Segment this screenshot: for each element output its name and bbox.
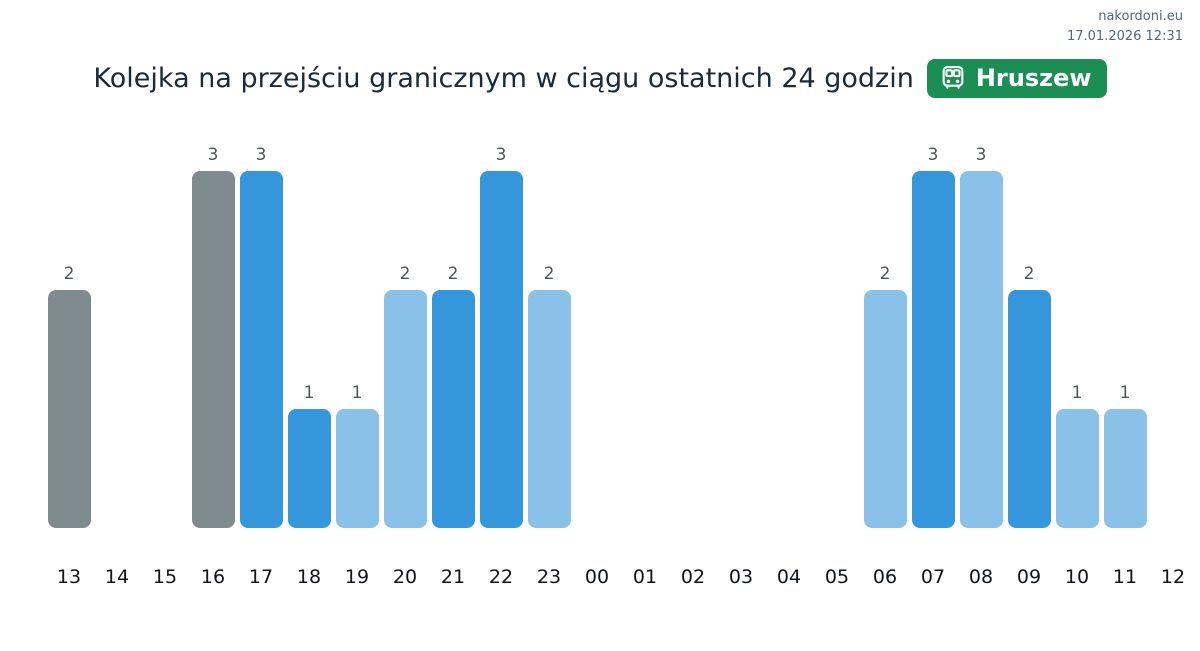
bar-value-label-08: 3 <box>975 145 987 165</box>
bar-column-15 <box>141 0 189 528</box>
bar-column-13: 2 <box>45 0 93 528</box>
axis-label-10: 10 <box>1064 566 1090 588</box>
bar-value-label-18: 1 <box>303 383 315 403</box>
axis-label-02: 02 <box>680 566 706 588</box>
axis-label-12: 12 <box>1160 566 1186 588</box>
bar-21 <box>431 290 475 528</box>
bar-column-10: 1 <box>1053 0 1101 528</box>
axis-label-08: 08 <box>968 566 994 588</box>
axis-label-18: 18 <box>296 566 322 588</box>
bar-19 <box>335 409 379 528</box>
title-row: Kolejka na przejściu granicznym w ciągu … <box>0 54 1200 102</box>
bar-23 <box>527 290 571 528</box>
bar-column-17: 3 <box>237 0 285 528</box>
site-name: nakordoni.eu <box>1098 9 1183 24</box>
bar-value-label-23: 2 <box>543 264 555 284</box>
bar-column-21: 2 <box>429 0 477 528</box>
bar-10 <box>1055 409 1099 528</box>
bar-chart: 2 3 3 1 1 2 2 3 2 2 3 3 2 1 1 <box>45 0 1197 528</box>
axis-label-06: 06 <box>872 566 898 588</box>
axis-label-20: 20 <box>392 566 418 588</box>
axis-label-17: 17 <box>248 566 274 588</box>
axis-label-14: 14 <box>104 566 130 588</box>
bar-column-01 <box>621 0 669 528</box>
bar-17 <box>239 171 283 528</box>
bar-value-label-20: 2 <box>399 264 411 284</box>
axis-label-03: 03 <box>728 566 754 588</box>
bar-column-18: 1 <box>285 0 333 528</box>
bar-column-11: 1 <box>1101 0 1149 528</box>
axis-label-11: 11 <box>1112 566 1138 588</box>
bar-value-label-09: 2 <box>1023 264 1035 284</box>
crossing-badge[interactable]: Hruszew <box>926 58 1107 98</box>
bar-value-label-11: 1 <box>1119 383 1131 403</box>
axis-label-19: 19 <box>344 566 370 588</box>
site-meta: nakordoni.eu 17.01.2026 12:31 <box>1067 7 1183 47</box>
axis-label-13: 13 <box>56 566 82 588</box>
bar-column-22: 3 <box>477 0 525 528</box>
axis-label-15: 15 <box>152 566 178 588</box>
bar-value-label-13: 2 <box>63 264 75 284</box>
bar-06 <box>863 290 907 528</box>
bar-column-23: 2 <box>525 0 573 528</box>
bus-icon <box>939 64 967 92</box>
bar-column-16: 3 <box>189 0 237 528</box>
bar-column-08: 3 <box>957 0 1005 528</box>
bar-value-label-17: 3 <box>255 145 267 165</box>
bar-07 <box>911 171 955 528</box>
bar-13 <box>47 290 91 528</box>
bar-column-09: 2 <box>1005 0 1053 528</box>
bar-value-label-16: 3 <box>207 145 219 165</box>
crossing-badge-label: Hruszew <box>975 63 1092 92</box>
axis-label-00: 00 <box>584 566 610 588</box>
bar-22 <box>479 171 523 528</box>
axis-label-09: 09 <box>1016 566 1042 588</box>
bar-column-20: 2 <box>381 0 429 528</box>
bar-column-00 <box>573 0 621 528</box>
bar-11 <box>1103 409 1147 528</box>
axis-label-23: 23 <box>536 566 562 588</box>
bar-value-label-07: 3 <box>927 145 939 165</box>
bar-16 <box>191 171 235 528</box>
axis-label-07: 07 <box>920 566 946 588</box>
axis-label-16: 16 <box>200 566 226 588</box>
axis-label-05: 05 <box>824 566 850 588</box>
axis-label-01: 01 <box>632 566 658 588</box>
bar-value-label-21: 2 <box>447 264 459 284</box>
bar-column-06: 2 <box>861 0 909 528</box>
bar-value-label-22: 3 <box>495 145 507 165</box>
bar-value-label-10: 1 <box>1071 383 1083 403</box>
bar-column-19: 1 <box>333 0 381 528</box>
bar-18 <box>287 409 331 528</box>
page-title: Kolejka na przejściu granicznym w ciągu … <box>93 62 914 94</box>
axis-label-22: 22 <box>488 566 514 588</box>
bar-09 <box>1007 290 1051 528</box>
bar-value-label-06: 2 <box>879 264 891 284</box>
bar-column-04 <box>765 0 813 528</box>
timestamp: 17.01.2026 12:31 <box>1066 29 1183 45</box>
bar-column-03 <box>717 0 765 528</box>
x-axis: 13 14 15 16 17 18 19 20 21 22 23 00 01 02 03 04 05 06 07 08… <box>45 566 1197 588</box>
bar-column-02 <box>669 0 717 528</box>
axis-label-04: 04 <box>776 566 802 588</box>
bar-column-05 <box>813 0 861 528</box>
bar-08 <box>959 171 1003 528</box>
bar-column-14 <box>93 0 141 528</box>
bar-column-12 <box>1149 0 1197 528</box>
bar-column-07: 3 <box>909 0 957 528</box>
axis-label-21: 21 <box>440 566 466 588</box>
bar-20 <box>383 290 427 528</box>
bar-value-label-19: 1 <box>351 383 363 403</box>
